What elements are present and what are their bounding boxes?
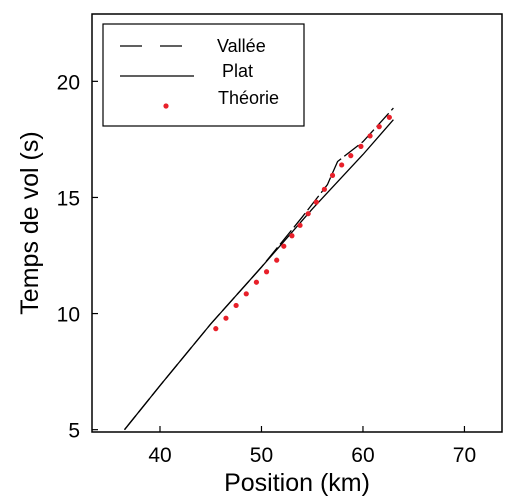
data-point-theorie — [358, 143, 364, 149]
data-point-theorie — [281, 243, 287, 249]
series-layer — [123, 107, 394, 431]
x-tick-label: 70 — [453, 444, 476, 467]
data-point-theorie — [313, 199, 319, 205]
legend-label-plat: Plat — [222, 61, 253, 81]
data-point-theorie — [376, 124, 382, 130]
y-axis-label: Temps de vol (s) — [16, 131, 44, 314]
data-point-theorie — [223, 315, 229, 321]
legend-label-vallee: Vallée — [217, 36, 266, 56]
data-point-theorie — [305, 211, 311, 217]
data-point-theorie — [233, 302, 239, 309]
x-axis: 40 50 60 70 — [148, 426, 476, 467]
data-point-theorie — [329, 172, 336, 178]
data-point-theorie — [213, 326, 219, 332]
y-tick-label: 15 — [57, 187, 80, 210]
x-tick-label: 50 — [250, 444, 273, 467]
data-point-theorie — [263, 269, 270, 275]
data-point-theorie — [253, 279, 260, 285]
data-point-theorie — [321, 186, 328, 192]
y-tick-label: 20 — [57, 71, 80, 94]
legend-label-theorie: Théorie — [218, 88, 279, 108]
plot-frame — [91, 13, 503, 433]
data-point-theorie — [386, 114, 392, 120]
x-tick-label: 40 — [148, 444, 171, 467]
y-tick-label: 10 — [57, 304, 80, 327]
data-point-theorie — [274, 257, 280, 263]
series-line-plat — [123, 119, 394, 431]
data-point-theorie — [243, 291, 249, 297]
data-point-theorie — [348, 153, 354, 159]
data-point-theorie — [289, 233, 295, 239]
legend-swatch-theorie — [163, 103, 169, 109]
x-axis-label: Position (km) — [224, 469, 370, 497]
data-point-theorie — [339, 162, 345, 168]
data-point-theorie — [297, 222, 303, 228]
data-point-theorie — [367, 133, 373, 139]
y-axis: 5 10 15 20 — [57, 71, 98, 443]
legend-box — [102, 23, 305, 127]
legend: Vallée Plat Théorie — [102, 23, 305, 127]
y-tick-label: 5 — [68, 420, 80, 443]
x-tick-label: 60 — [351, 444, 374, 467]
